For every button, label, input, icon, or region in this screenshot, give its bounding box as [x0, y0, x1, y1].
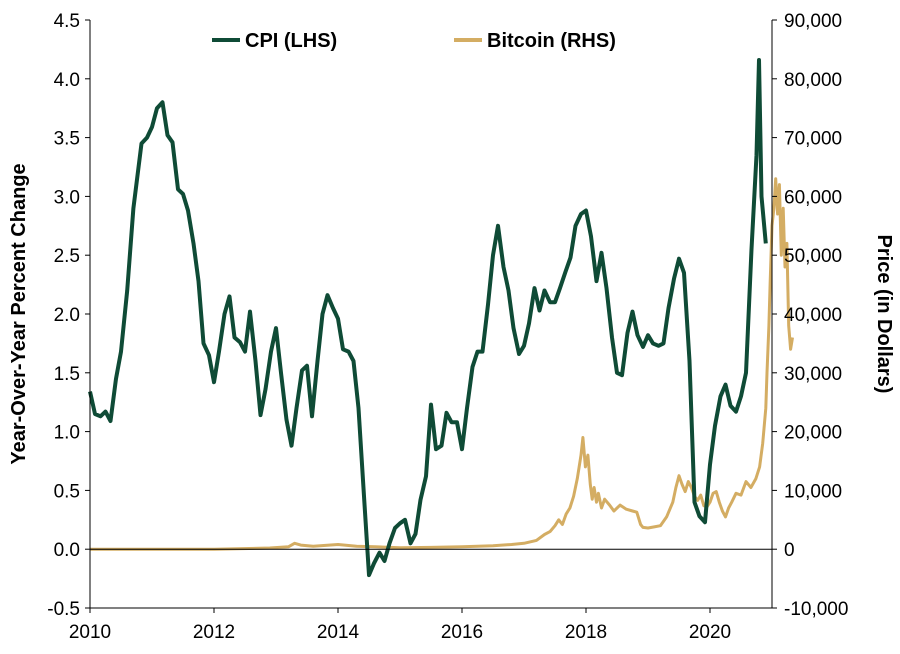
y-right-tick-label: 20,000 [784, 423, 842, 444]
legend-label-bitcoin: Bitcoin (RHS) [487, 30, 616, 52]
y-right-tick-label: 60,000 [784, 187, 842, 208]
legend-label-cpi: CPI (LHS) [245, 30, 337, 52]
y-left-tick-label: 1.5 [54, 364, 80, 385]
x-tick-label: 2010 [69, 622, 111, 643]
x-tick-label: 2016 [441, 622, 483, 643]
x-tick-label: 2020 [689, 622, 731, 643]
y-left-tick-label: 2.0 [54, 305, 80, 326]
y-right-tick-label: 90,000 [784, 11, 842, 32]
y-left-tick-label: 3.5 [54, 129, 80, 150]
x-tick-label: 2014 [317, 622, 360, 643]
x-tick-label: 2018 [565, 622, 607, 643]
series-line-bitcoin [90, 177, 794, 551]
y-axis-right-title: Price (in Dollars) [873, 235, 895, 394]
y-right-tick-label: -10,000 [784, 599, 848, 620]
x-tick-label: 2012 [193, 622, 235, 643]
y-right-tick-label: 50,000 [784, 246, 842, 267]
y-left-tick-label: 0.0 [54, 540, 80, 561]
y-right-tick-label: 70,000 [784, 129, 842, 150]
y-left-tick-label: 2.5 [54, 246, 80, 267]
y-right-tick-label: 10,000 [784, 481, 842, 502]
y-left-tick-label: 1.0 [54, 423, 80, 444]
y-right-tick-label: 0 [784, 540, 795, 561]
y-axis-left-title: Year-Over-Year Percent Change [8, 163, 30, 464]
y-left-tick-label: 3.0 [54, 187, 80, 208]
y-right-tick-label: 80,000 [784, 70, 842, 91]
y-left-tick-label: -0.5 [47, 599, 80, 620]
y-left-tick-label: 0.5 [54, 481, 80, 502]
legend: CPI (LHS) Bitcoin (RHS) [212, 30, 616, 52]
y-right-tick-label: 40,000 [784, 305, 842, 326]
y-left-tick-label: 4.5 [54, 11, 80, 32]
series-line-cpi [88, 58, 768, 578]
y-left-tick-label: 4.0 [54, 70, 80, 91]
y-right-tick-label: 30,000 [784, 364, 842, 385]
